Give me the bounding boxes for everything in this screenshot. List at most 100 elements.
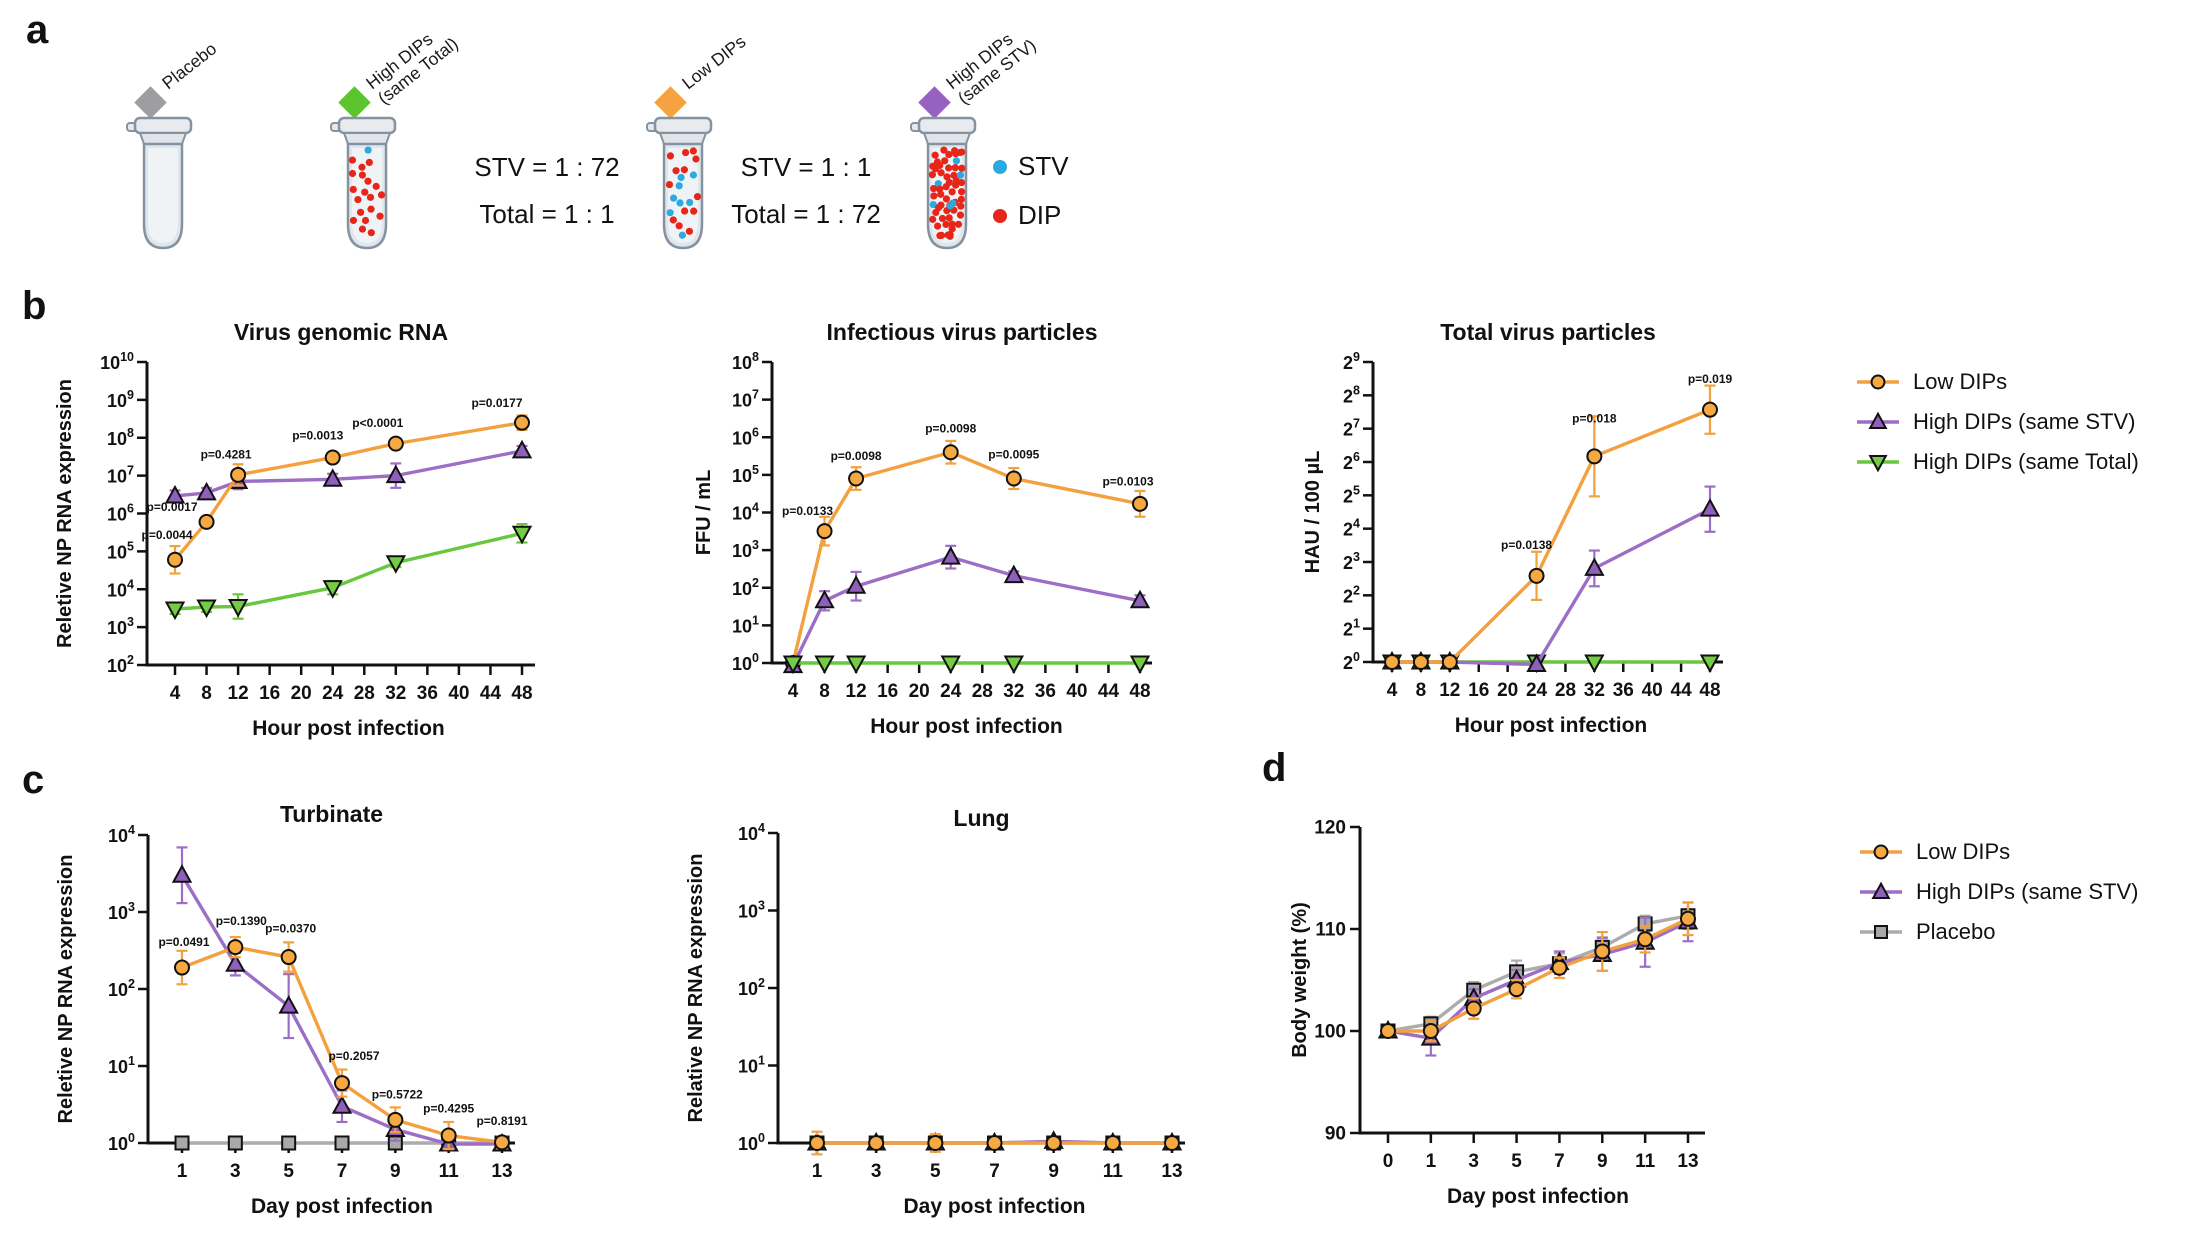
marker — [511, 439, 533, 459]
y-tick-label: 27 — [1343, 417, 1360, 440]
legend-label: Placebo — [1916, 919, 1996, 944]
particle-legend: STV DIP — [993, 142, 1069, 240]
marker — [278, 995, 299, 1014]
x-tick-label: 9 — [1597, 1151, 1608, 1172]
marker — [1699, 498, 1721, 517]
particle-dot — [952, 150, 960, 158]
tube-collar — [342, 132, 392, 145]
marker — [1441, 654, 1458, 670]
particle-legend-label: STV — [1018, 151, 1069, 181]
tube-cap — [337, 116, 397, 135]
y-tick-label: 107 — [107, 464, 134, 487]
y-tick-label: 26 — [1343, 450, 1360, 473]
marker — [814, 655, 835, 675]
tube-interior — [148, 148, 178, 243]
panel-b-legend: Low DIPs High DIPs (same STV) High DIPs … — [1855, 362, 2139, 482]
p-value-label: p=0.0013 — [292, 428, 343, 442]
marker — [1003, 564, 1025, 584]
series-high-dips-same-stv — [782, 544, 1151, 674]
p-value-annotations: p=0.0133 p=0.0098 p=0.0098 p=0.0095 p=0.0103 — [782, 421, 1154, 518]
particle-dot — [957, 195, 965, 203]
particle-dot — [934, 222, 942, 230]
x-tick-label: 36 — [1613, 680, 1634, 701]
marker — [198, 513, 215, 530]
particle-dot — [937, 169, 945, 177]
particle-legend-item-dip: DIP — [993, 191, 1069, 240]
series-line — [173, 421, 523, 561]
legend-marker-svg — [1857, 455, 1899, 473]
x-tick-label: 5 — [283, 1161, 294, 1182]
particle-dot — [943, 173, 951, 181]
particle-dot — [675, 182, 683, 190]
marker — [1045, 1135, 1062, 1151]
x-tick-label: 5 — [1511, 1151, 1522, 1172]
particle-dot — [677, 173, 685, 182]
p-value-label: p=0.8191 — [476, 1114, 527, 1128]
chart-virus-genomic-rna: 102 103 104 105 106 107 108 109 1010 4 8 12 16 20 24 28… — [54, 319, 535, 740]
x-tick-label: 9 — [390, 1161, 401, 1182]
marker — [1380, 1023, 1396, 1039]
marker — [385, 464, 407, 484]
legend-marker-svg — [1860, 881, 1902, 899]
marker — [1129, 589, 1151, 609]
marker — [385, 555, 407, 574]
marker — [1873, 844, 1889, 860]
marker — [196, 481, 217, 501]
x-tick-label: 16 — [1468, 680, 1489, 701]
series-low-dips — [1384, 384, 1718, 670]
tube-high-dips-same-stv: High DIPs(same STV) — [872, 29, 1040, 285]
y-tick-label: 108 — [107, 426, 134, 449]
marker — [816, 523, 833, 540]
series-line — [1392, 507, 1711, 667]
ratio-line-total: Total = 1 : 1 — [479, 199, 615, 229]
particle-dot — [958, 164, 966, 172]
particle-dot — [675, 222, 683, 230]
group-diamond-icon — [338, 86, 371, 119]
x-tick-label: 7 — [337, 1161, 348, 1182]
marker — [1594, 943, 1611, 960]
y-tick-label: 101 — [738, 1054, 765, 1077]
p-value-label: p=0.4295 — [423, 1101, 474, 1115]
particle-dot — [957, 188, 966, 196]
x-tick-label: 44 — [480, 683, 502, 704]
x-tick-label: 36 — [417, 683, 438, 704]
marker — [1680, 910, 1696, 927]
marker — [281, 1135, 297, 1151]
particle-dot — [681, 148, 690, 157]
legend-marker-svg — [1860, 925, 1902, 939]
tube-collar — [922, 132, 972, 145]
particle-dot — [666, 209, 674, 217]
group-diamond-icon — [654, 86, 687, 119]
ratio-block-1: STV = 1 : 72 Total = 1 : 1 — [447, 152, 647, 246]
marker — [1584, 557, 1605, 576]
y-tick-label: 108 — [732, 350, 759, 373]
y-tick-label: 103 — [738, 899, 765, 922]
series-low-dips — [1380, 901, 1696, 1043]
y-tick-label: 109 — [107, 388, 134, 411]
marker — [1874, 925, 1888, 939]
high-dips-stv-marker-icon — [1858, 880, 1904, 904]
x-tick-label: 12 — [846, 681, 867, 702]
chart-title: Infectious virus particles — [827, 319, 1098, 345]
y-tick-label: 102 — [738, 976, 765, 999]
y-tick-label: 103 — [732, 538, 759, 561]
particle-dot — [349, 185, 357, 194]
particle-dot — [376, 212, 384, 220]
x-tick-label: 13 — [1677, 1151, 1698, 1172]
series-high-dips-same-stv — [1381, 485, 1721, 672]
p-value-label: p=0.0095 — [988, 448, 1039, 462]
p-value-label: p=0.0103 — [1102, 475, 1153, 489]
legend-item-placebo: Placebo — [1858, 912, 2139, 952]
x-tick-label: 4 — [170, 683, 181, 704]
x-tick-label: 40 — [1642, 680, 1663, 701]
x-axis-label: Hour post infection — [252, 717, 445, 740]
y-tick-label: 100 — [732, 651, 759, 674]
marker — [940, 655, 961, 675]
marker — [514, 414, 530, 431]
